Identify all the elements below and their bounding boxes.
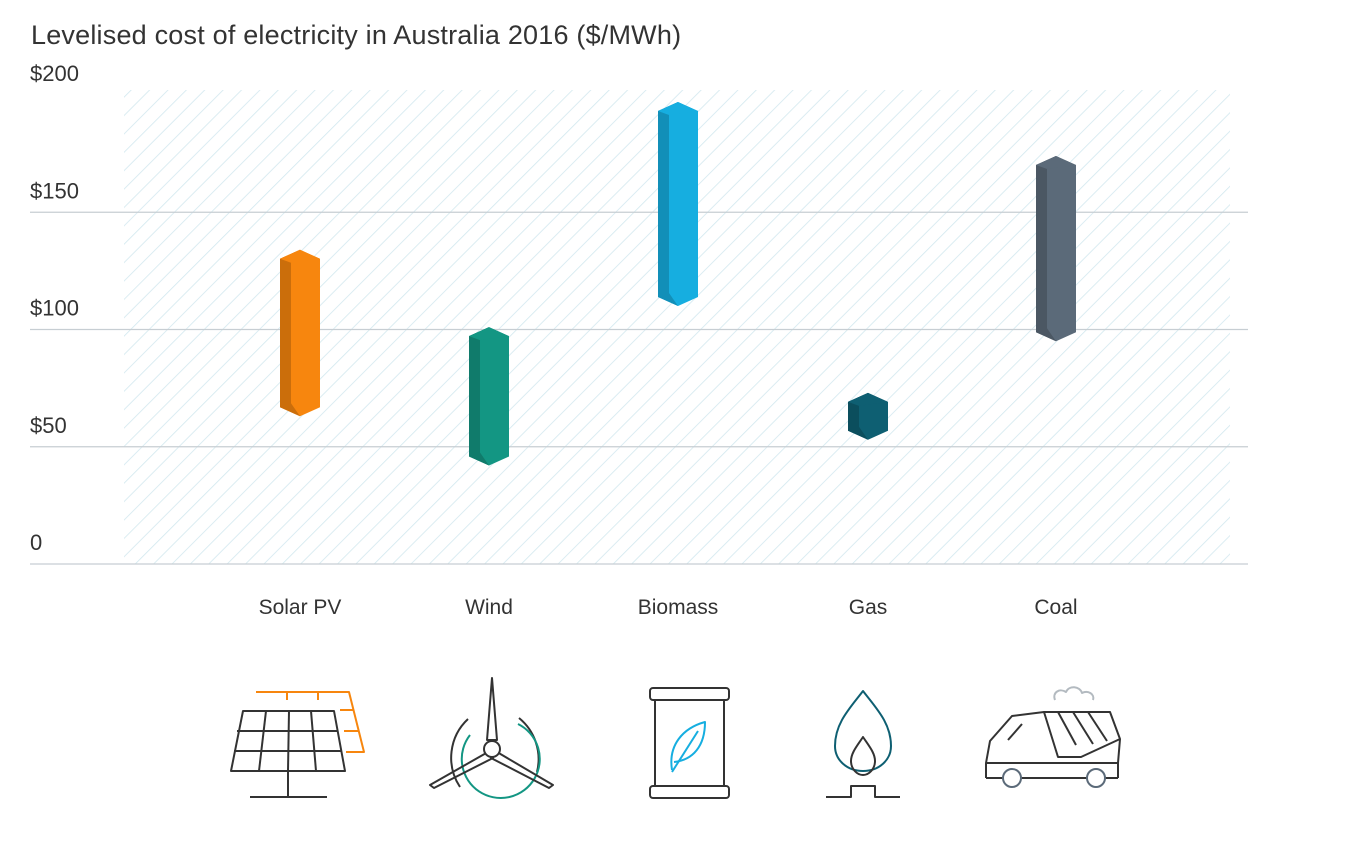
range-bar-biomass bbox=[658, 102, 698, 307]
category-label: Wind bbox=[465, 596, 513, 619]
y-tick-label: $100 bbox=[30, 296, 79, 321]
range-bar-wind bbox=[469, 327, 509, 466]
gas-flame-icon bbox=[826, 690, 900, 798]
biomass-barrel-leaf-icon bbox=[649, 687, 730, 799]
category-label: Biomass bbox=[638, 596, 719, 619]
category-label: Coal bbox=[1034, 596, 1077, 619]
category-label: Solar PV bbox=[259, 596, 342, 619]
y-tick-label: $200 bbox=[30, 61, 79, 86]
y-tick-label: 0 bbox=[30, 530, 42, 555]
chart-title: Levelised cost of electricity in Austral… bbox=[31, 20, 682, 50]
category-label: Gas bbox=[849, 596, 888, 619]
range-bar-gas bbox=[848, 392, 888, 440]
range-bar-coal bbox=[1036, 155, 1076, 342]
y-tick-label: $150 bbox=[30, 178, 79, 203]
range-bar-solar-pv bbox=[280, 249, 320, 417]
wind-turbine-icon bbox=[429, 677, 554, 799]
y-tick-label: $50 bbox=[30, 413, 67, 438]
coal-truck-icon bbox=[985, 686, 1121, 788]
solar-panel-icon bbox=[230, 691, 365, 798]
